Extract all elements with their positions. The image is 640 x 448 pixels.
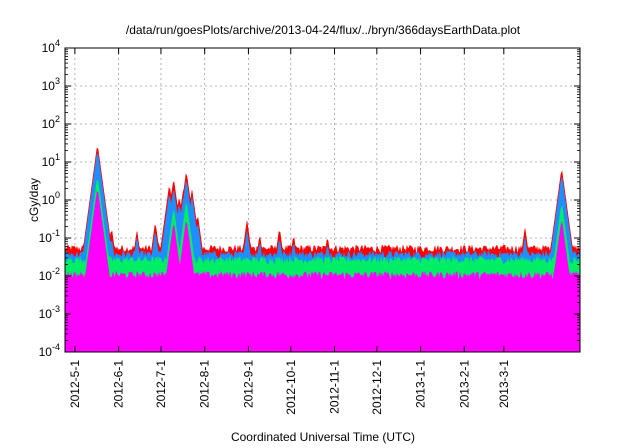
x-tick-label: 2013-2-1 (457, 360, 471, 408)
y-tick-label: 104 (42, 38, 60, 55)
plot-area (64, 147, 581, 353)
y-tick-label: 10-1 (39, 228, 60, 245)
chart-title: /data/run/goesPlots/archive/2013-04-24/f… (126, 23, 521, 37)
y-tick-label: 10-3 (39, 304, 60, 321)
x-tick-label: 2012-9-1 (241, 360, 255, 408)
x-tick-label: 2012-7-1 (154, 360, 168, 408)
x-axis-label: Coordinated Universal Time (UTC) (231, 430, 415, 444)
y-tick-label: 10-2 (39, 266, 60, 283)
y-tick-label: 100 (42, 190, 60, 207)
y-tick-label: 10-4 (39, 342, 60, 359)
x-tick-label: 2013-3-1 (497, 360, 511, 408)
x-tick-label: 2012-10-1 (284, 360, 298, 415)
x-tick-label: 2012-8-1 (198, 360, 212, 408)
y-tick-label: 101 (42, 152, 60, 169)
y-tick-label: 103 (42, 76, 60, 93)
tick-labels: 10-4 10-3 10-2 10-1 100 101 102 103 104 2012-5-1 2… (39, 38, 511, 415)
y-axis-label: cGy/day (27, 178, 41, 222)
x-tick-label: 2013-1-1 (414, 360, 428, 408)
y-tick-label: 102 (42, 114, 60, 131)
x-tick-label: 2012-12-1 (370, 360, 384, 415)
axis-ticks (65, 47, 580, 353)
x-tick-label: 2012-6-1 (112, 360, 126, 408)
x-tick-label: 2012-5-1 (68, 360, 82, 408)
x-tick-label: 2012-11-1 (327, 360, 341, 414)
